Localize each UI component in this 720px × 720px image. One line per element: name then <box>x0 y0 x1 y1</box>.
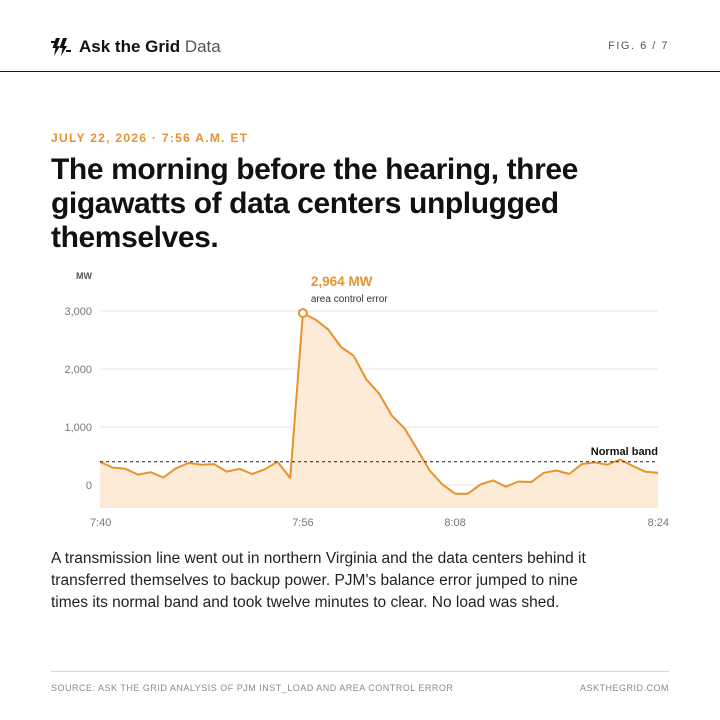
peak-marker <box>297 308 308 319</box>
brand-name: Ask the Grid <box>79 37 181 56</box>
site-link[interactable]: ASKTHEGRID.COM <box>579 683 669 693</box>
footer-divider <box>51 671 669 672</box>
peak-sublabel: area control error <box>311 294 388 305</box>
normal-band-label: Normal band <box>591 446 658 458</box>
y-axis-unit-label: MW <box>76 271 92 281</box>
figure-label: FIG. 6 / 7 <box>608 40 669 52</box>
x-tick-label: 8:24 <box>648 517 669 529</box>
y-tick-label: 3,000 <box>64 306 92 318</box>
x-tick-label: 8:08 <box>444 517 465 529</box>
brand-title[interactable]: Ask the Grid Data <box>79 37 221 57</box>
headline: The morning before the hearing, three gi… <box>51 153 578 254</box>
ticks-layer: 0 1,000 2,000 3,000 7:40 7:56 8:08 8:24 <box>64 306 669 529</box>
x-tick-label: 7:40 <box>90 517 111 529</box>
series-area-fill <box>100 313 658 508</box>
source-note: SOURCE: ASK THE GRID ANALYSIS OF PJM INS… <box>51 683 454 693</box>
y-tick-label: 2,000 <box>64 364 92 376</box>
lightning-bars-logo-icon <box>51 38 71 56</box>
y-tick-label: 0 <box>86 480 92 492</box>
y-tick-label: 1,000 <box>64 422 92 434</box>
peak-value-label: 2,964 MW <box>311 274 373 289</box>
header-bar: Ask the Grid Data FIG. 6 / 7 <box>0 0 720 72</box>
x-tick-label: 7:56 <box>292 517 313 529</box>
dateline: JULY 22, 2026 · 7:56 A.M. ET <box>51 131 249 145</box>
caption: A transmission line went out in northern… <box>51 550 586 611</box>
series-line <box>99 312 659 495</box>
acr-chart: Normal band 2,964 MW area control error … <box>64 271 669 529</box>
brand-section: Data <box>184 37 221 56</box>
